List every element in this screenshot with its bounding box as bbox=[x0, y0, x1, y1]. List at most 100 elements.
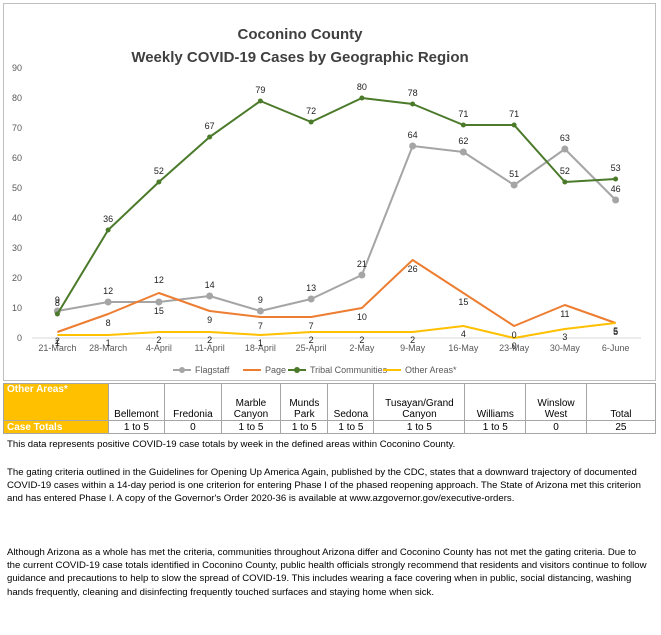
data-label: 8 bbox=[106, 318, 111, 328]
table-column-header: Sedona bbox=[327, 383, 375, 421]
y-tick-label: 50 bbox=[12, 183, 22, 193]
data-point bbox=[105, 227, 111, 233]
series-line-flagstaff bbox=[57, 145, 617, 312]
data-point bbox=[359, 95, 365, 101]
table-cell: 25 bbox=[585, 420, 657, 434]
table-cell: 1 to 5 bbox=[373, 420, 466, 434]
data-label: 2 bbox=[207, 335, 212, 345]
data-label: 4 bbox=[461, 329, 466, 339]
data-label: 11 bbox=[560, 309, 569, 319]
x-tick-label: 11-April bbox=[194, 343, 224, 353]
note-paragraph-2: The gating criteria outlined in the Guid… bbox=[7, 467, 641, 505]
data-point bbox=[613, 176, 619, 182]
data-label: 53 bbox=[611, 163, 621, 173]
data-label: 63 bbox=[560, 133, 570, 143]
legend-label: Page bbox=[265, 365, 286, 375]
data-label: 9 bbox=[258, 295, 263, 305]
y-tick-label: 40 bbox=[12, 213, 22, 223]
y-tick-label: 10 bbox=[12, 303, 22, 313]
data-label: 0 bbox=[512, 330, 517, 340]
data-label: 67 bbox=[205, 121, 215, 131]
x-tick-label: 30-May bbox=[550, 343, 581, 353]
table-column-header: Bellemont bbox=[107, 383, 166, 421]
legend-marker bbox=[294, 367, 300, 373]
x-tick-label: 25-April bbox=[296, 343, 327, 353]
data-label: 15 bbox=[154, 306, 164, 316]
data-label: 14 bbox=[205, 280, 215, 290]
line-chart: Coconino County Weekly COVID-19 Cases by… bbox=[12, 26, 641, 375]
data-point bbox=[307, 295, 315, 303]
other-areas-table: Other Areas* Bellemont Fredonia Marble Cany… bbox=[3, 383, 657, 434]
table-cell: 1 to 5 bbox=[464, 420, 527, 434]
data-label: 1 bbox=[106, 338, 111, 348]
data-point bbox=[510, 181, 518, 189]
data-label: 2 bbox=[309, 335, 314, 345]
table-column-header: Williams bbox=[464, 383, 527, 421]
data-label: 52 bbox=[560, 166, 570, 176]
x-tick-label: 2-May bbox=[349, 343, 375, 353]
legend-label: Flagstaff bbox=[195, 365, 230, 375]
data-label: 15 bbox=[458, 297, 468, 307]
data-point bbox=[256, 307, 264, 315]
data-label: 26 bbox=[408, 264, 418, 274]
table-column-header: Marble Canyon bbox=[220, 383, 282, 421]
data-point bbox=[410, 101, 416, 107]
y-tick-label: 0 bbox=[17, 333, 22, 343]
table-cell: 0 bbox=[525, 420, 587, 434]
table-column-header: Fredonia bbox=[164, 383, 222, 421]
data-label: 51 bbox=[509, 169, 519, 179]
legend-label: Tribal Communities bbox=[310, 365, 388, 375]
chart-frame bbox=[3, 3, 656, 381]
y-tick-label: 30 bbox=[12, 243, 22, 253]
data-label: 64 bbox=[408, 130, 418, 140]
data-label: 7 bbox=[309, 321, 314, 331]
data-point bbox=[207, 134, 213, 140]
data-label: 9 bbox=[207, 315, 212, 325]
y-tick-label: 90 bbox=[12, 63, 22, 73]
x-tick-label: 28-March bbox=[89, 343, 127, 353]
y-tick-label: 70 bbox=[12, 123, 22, 133]
legend-marker bbox=[179, 367, 185, 373]
data-point bbox=[104, 298, 112, 306]
data-label: 36 bbox=[103, 214, 113, 224]
data-label: 12 bbox=[154, 275, 164, 285]
data-point bbox=[54, 311, 60, 317]
data-label: 3 bbox=[562, 332, 567, 342]
data-label: 46 bbox=[611, 184, 621, 194]
table-column-header: Munds Park bbox=[280, 383, 329, 421]
data-label: 80 bbox=[357, 82, 367, 92]
x-tick-label: 6-June bbox=[602, 343, 630, 353]
data-point bbox=[562, 179, 568, 185]
data-label: 13 bbox=[306, 283, 316, 293]
data-label: 21 bbox=[357, 259, 367, 269]
data-point bbox=[308, 119, 314, 125]
data-label: 62 bbox=[458, 136, 468, 146]
data-point bbox=[511, 122, 517, 128]
data-label: 72 bbox=[306, 106, 316, 116]
y-tick-label: 60 bbox=[12, 153, 22, 163]
chart-title-line1: Coconino County bbox=[238, 26, 364, 43]
y-tick-label: 20 bbox=[12, 273, 22, 283]
series-line-tribal-communities bbox=[56, 97, 616, 315]
x-tick-label: 18-April bbox=[245, 343, 276, 353]
data-label: 79 bbox=[255, 85, 265, 95]
x-tick-label: 16-May bbox=[448, 343, 479, 353]
data-label: 2 bbox=[410, 335, 415, 345]
legend-label: Other Areas* bbox=[405, 365, 457, 375]
table-column-header: Tusayan/Grand Canyon bbox=[373, 383, 466, 421]
table-column-header: Total bbox=[585, 383, 657, 421]
data-point bbox=[459, 148, 467, 156]
x-tick-label: 4-April bbox=[146, 343, 172, 353]
data-point bbox=[561, 145, 569, 153]
data-label: 5 bbox=[613, 327, 618, 337]
note-paragraph-3: Although Arizona as a whole has met the … bbox=[7, 547, 647, 598]
data-point bbox=[156, 179, 162, 185]
table-cell: 1 to 5 bbox=[220, 420, 282, 434]
y-tick-label: 80 bbox=[12, 93, 22, 103]
note-paragraph-1: This data represents positive COVID-19 c… bbox=[7, 439, 456, 450]
data-label: 71 bbox=[509, 109, 519, 119]
data-point bbox=[358, 271, 366, 279]
data-label: 71 bbox=[458, 109, 468, 119]
series-line-other-areas- bbox=[57, 322, 616, 339]
table-cell: 1 to 5 bbox=[107, 420, 166, 434]
